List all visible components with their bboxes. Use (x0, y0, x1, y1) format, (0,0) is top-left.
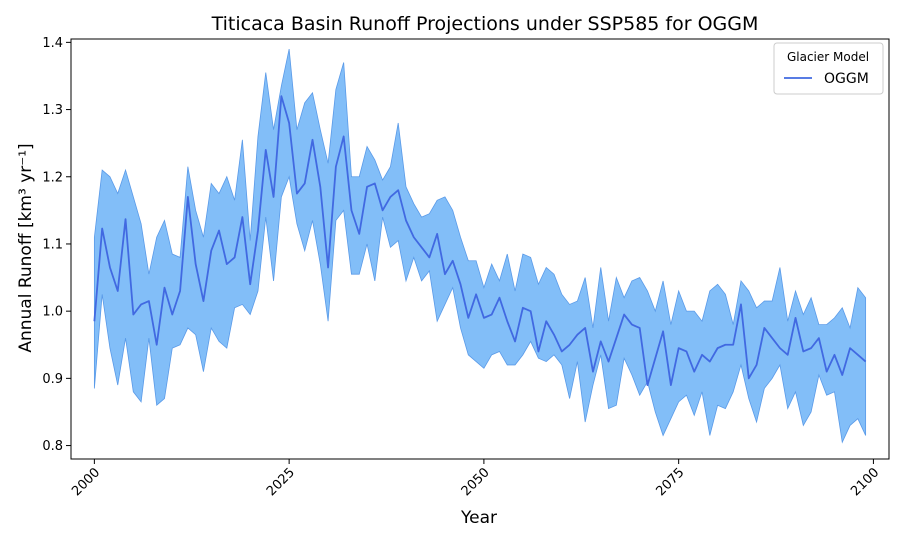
plot-area (93, 48, 867, 444)
y-axis: 0.8 0.9 1.0 1.1 1.2 1.3 1.4 (42, 36, 71, 454)
x-tick-label-2100: 2100 (848, 465, 882, 499)
legend: Glacier Model OGGM (773, 42, 884, 95)
series-line-oggm (93, 95, 867, 386)
x-axis: 2000 2025 2050 2075 2100 (69, 459, 882, 499)
y-tick-label-0.8: 0.8 (42, 439, 63, 454)
legend-label-oggm: OGGM (824, 71, 869, 87)
x-axis-label: Year (460, 508, 497, 528)
y-tick-label-1.3: 1.3 (42, 103, 63, 118)
x-tick-label-2025: 2025 (264, 465, 298, 499)
plot-frame (70, 38, 890, 460)
y-tick-label-0.9: 0.9 (42, 372, 63, 387)
y-tick-label-1.4: 1.4 (42, 36, 63, 51)
uncertainty-band-oggm (93, 48, 867, 444)
x-tick-label-2000: 2000 (69, 465, 103, 499)
x-tick-label-2050: 2050 (459, 465, 493, 499)
legend-title: Glacier Model (787, 50, 869, 64)
x-tick-label-2075: 2075 (653, 465, 687, 499)
legend-box (773, 42, 884, 95)
y-tick-label-1.1: 1.1 (42, 237, 63, 252)
y-axis-label: Annual Runoff [km³ yr⁻¹] (16, 143, 36, 352)
chart-title: Titicaca Basin Runoff Projections under … (211, 13, 759, 35)
y-tick-label-1: 1.0 (42, 305, 63, 320)
y-tick-label-1.2: 1.2 (42, 170, 63, 185)
